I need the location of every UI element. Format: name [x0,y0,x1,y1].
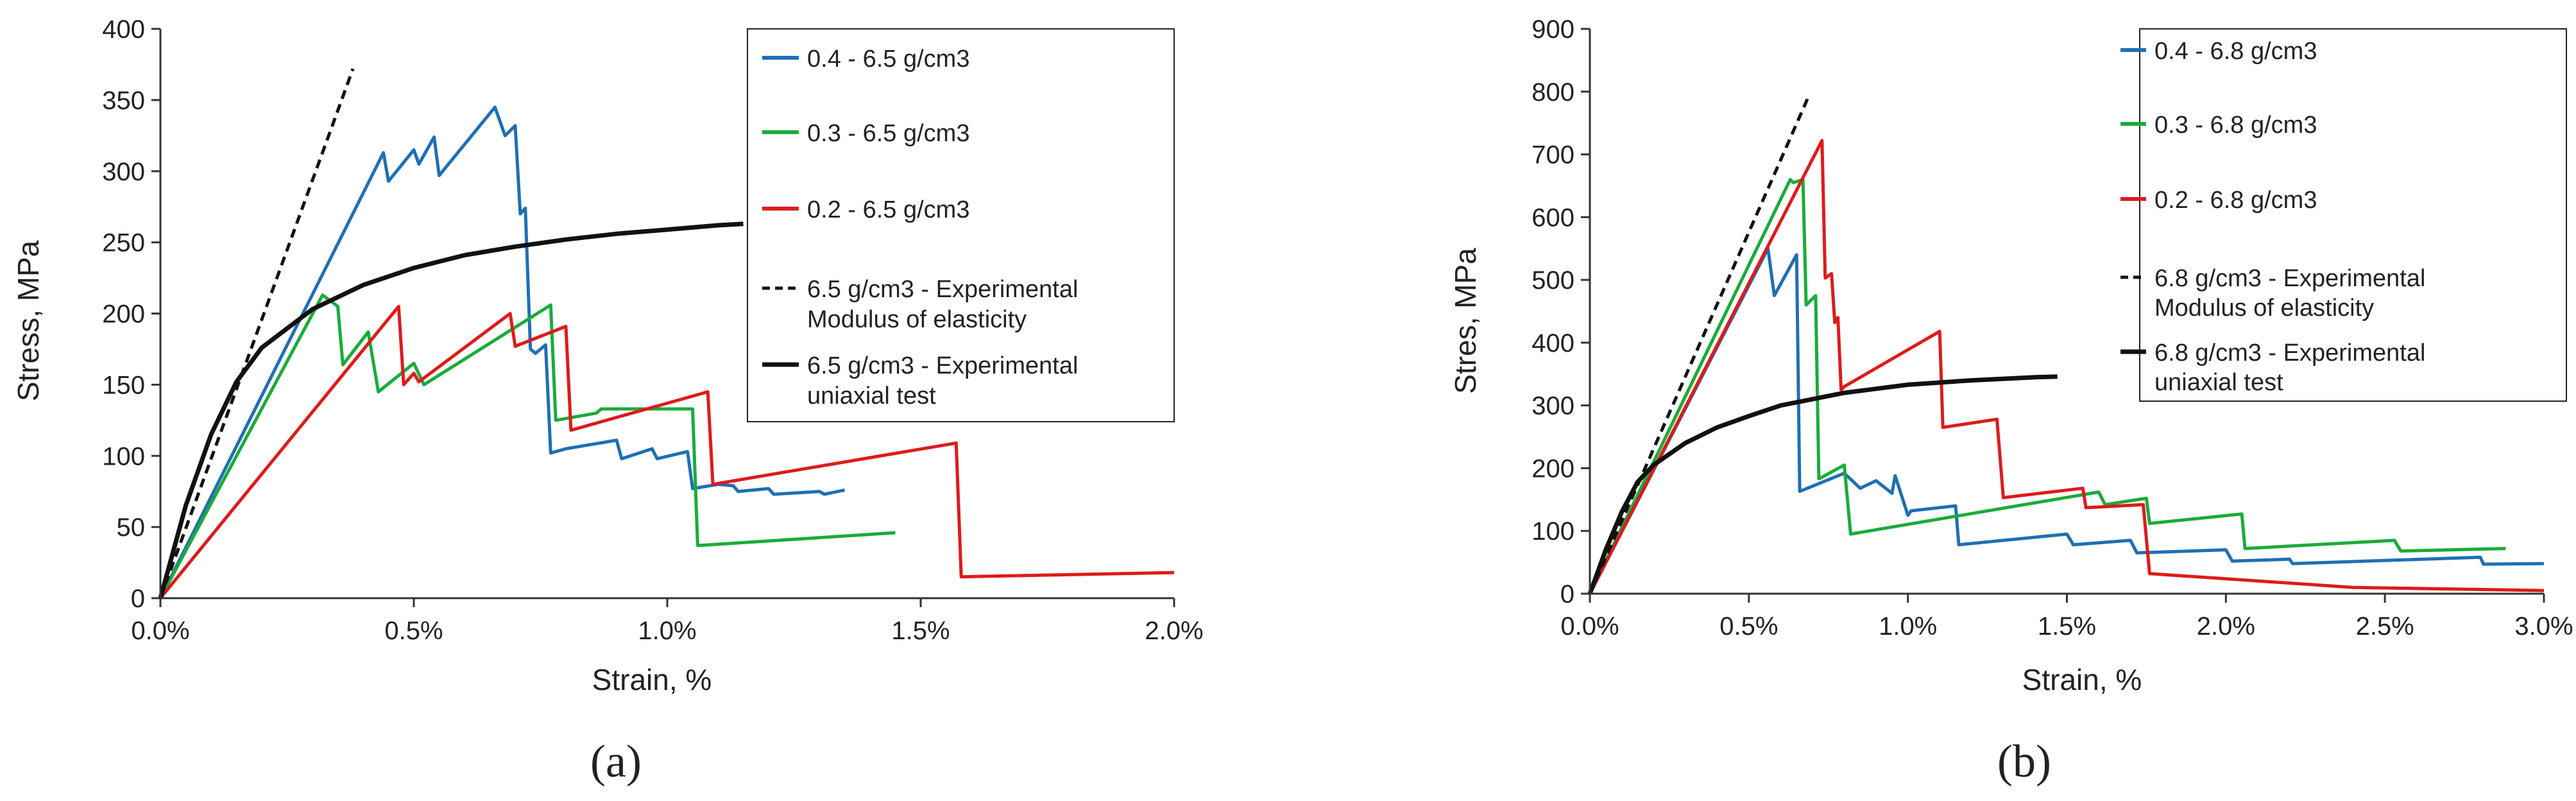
chart-b-x-tick-label-2: 1.0% [1879,612,1937,641]
chart-b-x-tick-label-3: 1.5% [2038,612,2096,641]
chart-b-x-tick-label-0: 0.0% [1560,612,1619,641]
chart-b-legend-label-3b: Modulus of elasticity [2154,295,2374,322]
chart-a-y-tick-label-8: 400 [102,15,145,44]
chart-b-legend-label-2: 0.2 - 6.8 g/cm3 [2154,187,2317,214]
chart-b-legend: 0.4 - 6.8 g/cm3 0.3 - 6.8 g/cm3 0.2 - 6.… [2120,28,2567,402]
chart-b-y-axis-title: Stres, MPa [1449,248,1482,394]
chart-b-x-tick-label-1: 0.5% [1719,612,1778,641]
chart-a-series-0 [158,105,846,599]
chart-b-tick-labels: 0.0% 0.5% 1.0% 1.5% 2.0% 2.5% 3.0% 0 100 200 300 40… [1531,15,2573,641]
chart-b-y-tick-label-2: 200 [1531,454,1574,483]
chart-a-x-tick-label-2: 1.0% [638,617,696,645]
chart-a-y-axis-title: Stress, MPa [12,240,45,401]
chart-b-y-tick-label-9: 900 [1531,15,1574,44]
chart-a-legend-box [747,28,1175,422]
chart-a-y-tick-label-6: 300 [102,158,145,186]
chart-a-y-tick-label-3: 150 [102,371,145,399]
chart-a-axes [151,28,1175,607]
chart-b-x-tick-label-5: 2.5% [2356,612,2414,641]
chart-b-y-tick-label-5: 500 [1531,266,1574,295]
chart-b-y-tick-label-0: 0 [1560,580,1574,608]
chart-a-legend-label-1: 0.3 - 6.5 g/cm3 [807,120,969,147]
chart-b-x-tick-label-4: 2.0% [2197,612,2255,641]
chart-a-series-4 [158,221,744,599]
chart-b-legend-label-1: 0.3 - 6.8 g/cm3 [2154,112,2317,139]
chart-a-legend-label-4b: uniaxial test [807,383,936,409]
chart-a-panel-label: (a) [590,736,642,787]
chart-b-x-axis-title: Strain, % [2022,663,2142,696]
chart-b-y-tick-label-7: 700 [1531,141,1574,169]
chart-a-legend-label-2: 0.2 - 6.5 g/cm3 [807,196,969,223]
chart-b-y-tick-label-6: 600 [1531,203,1574,232]
chart-a-tick-labels: 0.0% 0.5% 1.0% 1.5% 2.0% 0 50 100 150 200 250 300 35… [102,15,1203,645]
chart-a-legend: 0.4 - 6.5 g/cm3 0.3 - 6.5 g/cm3 0.2 - 6.… [747,28,1175,422]
chart-a-y-tick-label-0: 0 [131,585,145,613]
chart-b: 0.0% 0.5% 1.0% 1.5% 2.0% 2.5% 3.0% 0 100 200 300 40… [1449,15,2573,787]
chart-b-panel-label: (b) [1997,736,2051,787]
chart-a-y-tick-label-4: 200 [102,300,145,329]
chart-b-y-tick-label-1: 100 [1531,517,1574,546]
chart-a-series-2 [159,304,1175,599]
chart-a-y-tick-label-7: 350 [102,87,145,115]
chart-a-legend-label-3: 6.5 g/cm3 - Experimental [807,276,1078,303]
chart-b-series-2 [1588,139,2545,595]
chart-a-x-tick-label-1: 0.5% [384,617,443,645]
chart-b-legend-label-4: 6.8 g/cm3 - Experimental [2154,340,2425,366]
chart-b-y-tick-label-4: 400 [1531,329,1574,357]
chart-b-x-tick-label-6: 3.0% [2514,612,2573,641]
chart-a-legend-label-0: 0.4 - 6.5 g/cm3 [807,46,969,73]
chart-b-y-tick-label-8: 800 [1531,78,1574,107]
chart-a-y-tick-label-2: 100 [102,442,145,470]
chart-b-legend-label-0: 0.4 - 6.8 g/cm3 [2154,38,2317,65]
chart-b-legend-label-4b: uniaxial test [2154,369,2283,396]
chart-a-x-tick-label-4: 2.0% [1145,617,1203,645]
chart-a-x-axis-title: Strain, % [592,663,712,696]
chart-a-x-tick-label-3: 1.5% [891,617,950,645]
chart-a: 0.0% 0.5% 1.0% 1.5% 2.0% 0 50 100 150 200 250 300 35… [12,15,1204,787]
chart-a-x-tick-label-0: 0.0% [131,617,189,645]
chart-b-legend-label-3: 6.8 g/cm3 - Experimental [2154,265,2425,292]
chart-b-series-3 [1588,94,1811,595]
chart-b-axes [1581,28,2545,603]
chart-b-series-4 [1587,374,2058,595]
chart-a-series-group [158,68,1175,599]
chart-b-series-group [1587,94,2545,595]
chart-b-series-0 [1588,246,2545,595]
chart-a-y-tick-label-5: 250 [102,229,145,257]
chart-b-y-tick-label-3: 300 [1531,392,1574,420]
chart-a-series-1 [158,293,896,599]
chart-a-y-tick-label-1: 50 [117,513,146,542]
chart-a-legend-label-3b: Modulus of elasticity [807,306,1027,333]
chart-a-series-3 [158,68,355,599]
chart-b-legend-box [2139,28,2567,402]
chart-a-legend-label-4: 6.5 g/cm3 - Experimental [807,352,1078,379]
